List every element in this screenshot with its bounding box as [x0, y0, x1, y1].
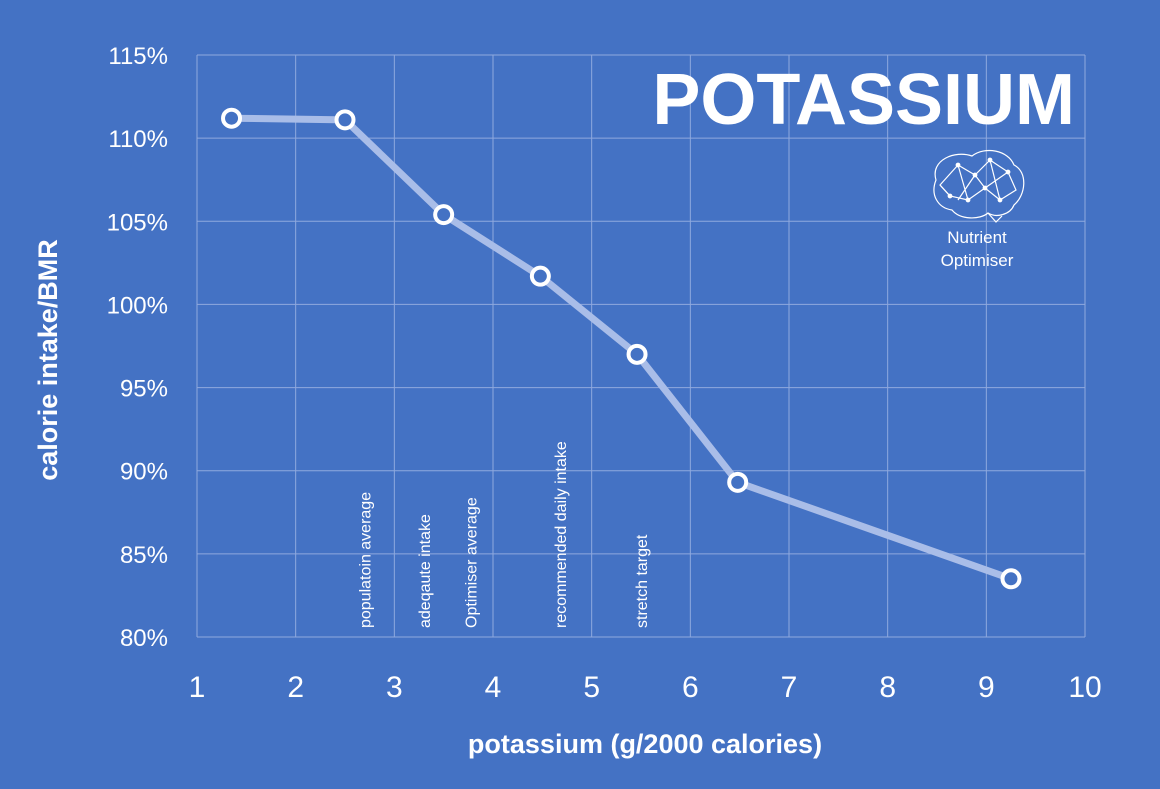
series — [221, 107, 1022, 590]
y-tick-label: 105% — [107, 209, 168, 236]
annotation-label: Optimiser average — [463, 497, 480, 628]
y-tick-label: 95% — [120, 376, 168, 403]
annotation-label: recommended daily intake — [553, 441, 570, 628]
x-tick-label: 10 — [1068, 671, 1101, 704]
y-tick-label: 80% — [120, 625, 168, 652]
data-point — [626, 343, 648, 365]
x-tick-label: 5 — [583, 671, 600, 704]
brain-network-icon — [933, 149, 1025, 223]
series-line — [228, 114, 1015, 583]
x-tick-label: 6 — [682, 671, 699, 704]
x-tick-label: 3 — [386, 671, 403, 704]
annotation-label: populatoin average — [358, 492, 375, 628]
y-axis-ticks: 80% 85% 90% 95% 100% 105% 110% 115% — [107, 43, 168, 652]
y-axis-title: calorie intake/BMR — [33, 239, 63, 481]
data-point — [334, 109, 356, 131]
annotations: populatoin average adeqaute intake Optimis… — [358, 441, 651, 628]
x-tick-label: 9 — [978, 671, 995, 704]
logo: Nutrient Optimiser — [933, 149, 1025, 270]
chart-title: POTASSIUM — [652, 60, 1075, 140]
y-tick-label: 85% — [120, 542, 168, 569]
logo-text-line2: Optimiser — [941, 251, 1014, 270]
annotation-label: adeqaute intake — [417, 514, 434, 628]
x-tick-label: 4 — [485, 671, 502, 704]
data-point — [433, 204, 455, 226]
logo-text-line1: Nutrient — [947, 228, 1007, 247]
data-point — [727, 471, 749, 493]
data-point — [1000, 568, 1022, 590]
x-tick-label: 1 — [189, 671, 206, 704]
x-tick-label: 8 — [879, 671, 896, 704]
data-point — [529, 265, 551, 287]
data-point — [221, 107, 243, 129]
x-tick-label: 2 — [287, 671, 304, 704]
y-tick-label: 115% — [108, 43, 168, 70]
y-tick-label: 110% — [108, 126, 168, 153]
annotation-label: stretch target — [634, 534, 651, 628]
x-axis-title: potassium (g/2000 calories) — [468, 729, 822, 759]
y-tick-label: 100% — [107, 292, 168, 319]
x-axis-ticks: 1 2 3 4 5 6 7 8 9 10 — [189, 671, 1102, 704]
y-tick-label: 90% — [120, 459, 168, 486]
grid — [196, 54, 1086, 638]
x-tick-label: 7 — [781, 671, 798, 704]
